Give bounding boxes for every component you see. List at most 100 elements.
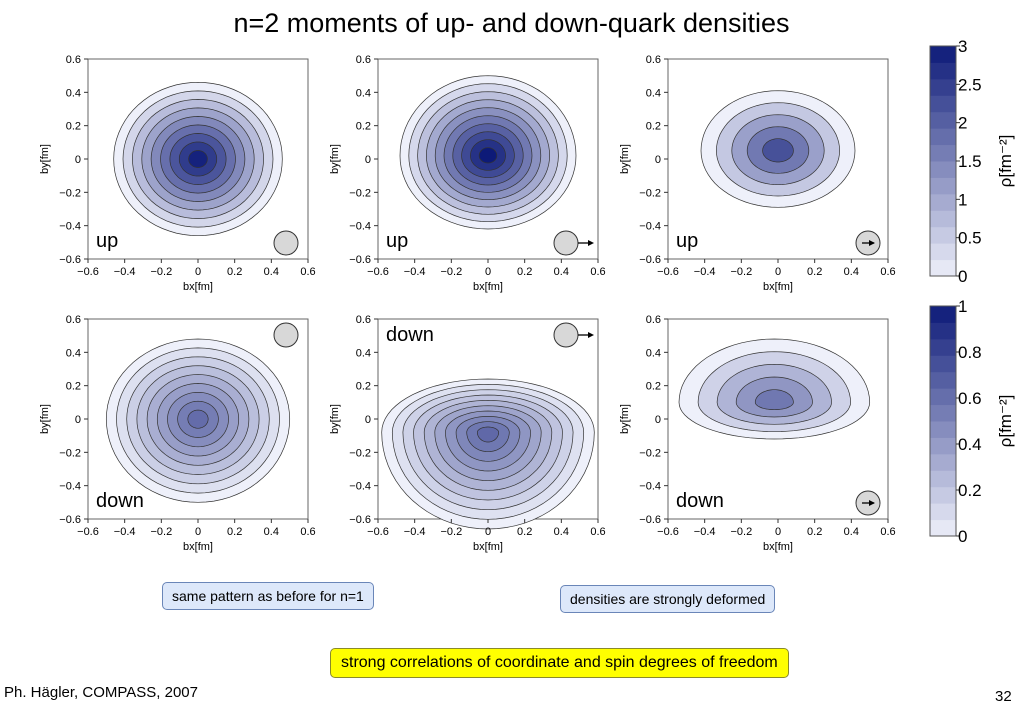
panel-label: down (96, 490, 144, 512)
y-tick-label: −0.6 (349, 254, 371, 266)
x-tick-label: −0.4 (694, 526, 716, 538)
nucleon-spin-arrowhead-icon (869, 240, 875, 246)
page-number: 32 (995, 688, 1012, 705)
highlight-correlations: strong correlations of coordinate and sp… (330, 648, 789, 678)
colorbar-tick-label: 1.5 (958, 152, 982, 171)
x-axis-label: bx[fm] (763, 541, 793, 553)
footer-citation: Ph. Hägler, COMPASS, 2007 (4, 684, 198, 701)
colorbar-tick-label: 0.6 (958, 389, 982, 408)
colorbar-tick-label: 1 (958, 297, 967, 316)
quark-spin-arrowhead-icon (588, 332, 594, 338)
contour-panel-down-nucleon-spin: −0.6 −0.4 −0.2 0 0.2 0.4 0.6 0.6 0.4 0.2 0 −0.2 −0.4… (619, 314, 896, 553)
contour-level (762, 138, 794, 163)
y-tick-label: 0 (365, 414, 371, 426)
colorbar-step (930, 322, 956, 340)
y-tick-label: −0.2 (59, 447, 81, 459)
x-tick-label: 0.4 (844, 266, 859, 278)
contour-level (478, 147, 498, 164)
y-tick-label: −0.6 (639, 254, 661, 266)
y-tick-label: −0.4 (639, 221, 661, 233)
colorbar-tick-label: 0.2 (958, 481, 982, 500)
x-tick-label: −0.2 (150, 526, 172, 538)
contour-level (188, 150, 208, 168)
contour-panel-up-nucleon-spin: −0.6 −0.4 −0.2 0 0.2 0.4 0.6 0.6 0.4 0.2 0 −0.2 −0.4… (619, 54, 896, 293)
x-tick-label: −0.6 (77, 526, 99, 538)
colorbar-step (930, 486, 956, 504)
y-tick-label: 0.4 (646, 347, 661, 359)
x-tick-label: −0.4 (114, 526, 136, 538)
x-axis-label: bx[fm] (183, 541, 213, 553)
contour-panel-up-unpolarized: −0.6 −0.4 −0.2 0 0.2 0.4 0.6 0.6 0.4 0.2 0 −0.2 −0.4… (39, 54, 316, 293)
colorbar-step (930, 177, 956, 195)
colorbar-tick-label: 1 (958, 190, 967, 209)
panel-label: down (386, 324, 434, 346)
y-tick-label: 0.6 (646, 54, 661, 66)
y-tick-label: 0 (655, 154, 661, 166)
colorbar-tick-label: 0.5 (958, 229, 982, 248)
y-axis-label: by[fm] (329, 404, 341, 434)
colorbar-step (930, 243, 956, 261)
colorbar-step (930, 95, 956, 113)
contour-group (381, 378, 595, 530)
y-tick-label: −0.2 (349, 447, 371, 459)
y-tick-label: 0.4 (356, 87, 371, 99)
colorbar-step (930, 388, 956, 406)
colorbar-tick-label: 0 (958, 267, 967, 286)
x-tick-label: −0.4 (694, 266, 716, 278)
panel-label: up (96, 230, 118, 252)
colorbar-tick-label: 0 (958, 527, 967, 546)
y-tick-label: 0.4 (66, 87, 81, 99)
x-tick-label: 0.6 (590, 526, 605, 538)
y-tick-label: 0.2 (646, 381, 661, 393)
colorbar-step (930, 437, 956, 455)
y-tick-label: 0.2 (66, 121, 81, 133)
colorbar-step (930, 128, 956, 146)
unpolarized-spin-icon (273, 322, 299, 348)
x-tick-label: 0.6 (300, 526, 315, 538)
contour-level (754, 389, 794, 411)
x-axis-label: bx[fm] (763, 281, 793, 293)
contour-panel-down-quark-spin: −0.6 −0.4 −0.2 0 0.2 0.4 0.6 0.6 0.4 0.2 0 −0.2 −0.4… (329, 314, 606, 553)
colorbar-frame (929, 305, 957, 537)
unpolarized-spin-icon (273, 230, 299, 256)
x-tick-label: 0.2 (807, 266, 822, 278)
y-axis-label: by[fm] (619, 404, 631, 434)
colorbar-tick-label: 0.8 (958, 343, 982, 362)
colorbar-step (930, 46, 956, 63)
x-tick-label: 0 (195, 526, 201, 538)
colorbar-step (930, 355, 956, 373)
y-tick-label: −0.4 (639, 481, 661, 493)
x-tick-label: 0.4 (554, 526, 569, 538)
x-tick-label: 0 (485, 526, 491, 538)
slide-title: n=2 moments of up- and down-quark densit… (233, 8, 790, 38)
x-tick-label: 0.2 (227, 526, 242, 538)
note-deformed: densities are strongly deformed (560, 585, 776, 613)
colorbar-step (930, 62, 956, 80)
y-tick-label: −0.4 (59, 481, 81, 493)
x-tick-label: −0.6 (367, 526, 389, 538)
panel-label: up (676, 230, 698, 252)
x-tick-label: 0 (775, 526, 781, 538)
x-tick-label: −0.2 (150, 266, 172, 278)
x-tick-label: −0.2 (440, 266, 462, 278)
y-tick-label: 0 (75, 414, 81, 426)
y-tick-label: 0 (75, 154, 81, 166)
colorbar-step (930, 453, 956, 471)
y-tick-label: −0.4 (349, 481, 371, 493)
colorbar-label: ρ[fm⁻²] (996, 395, 1015, 448)
y-tick-label: 0.2 (356, 121, 371, 133)
quark-spin-circle-icon (553, 322, 579, 348)
y-tick-label: −0.4 (59, 221, 81, 233)
x-tick-label: −0.2 (730, 266, 752, 278)
contour-group (399, 75, 577, 230)
contour-level (187, 409, 209, 429)
y-tick-label: 0.2 (66, 381, 81, 393)
nucleon-spin-arrowhead-icon (869, 500, 875, 506)
x-tick-label: 0.4 (264, 526, 279, 538)
colorbar-step (930, 404, 956, 422)
x-tick-label: 0.6 (300, 266, 315, 278)
y-axis-label: by[fm] (39, 144, 51, 174)
y-tick-label: 0.6 (356, 314, 371, 326)
panel-label: up (386, 230, 408, 252)
x-tick-label: 0 (775, 266, 781, 278)
